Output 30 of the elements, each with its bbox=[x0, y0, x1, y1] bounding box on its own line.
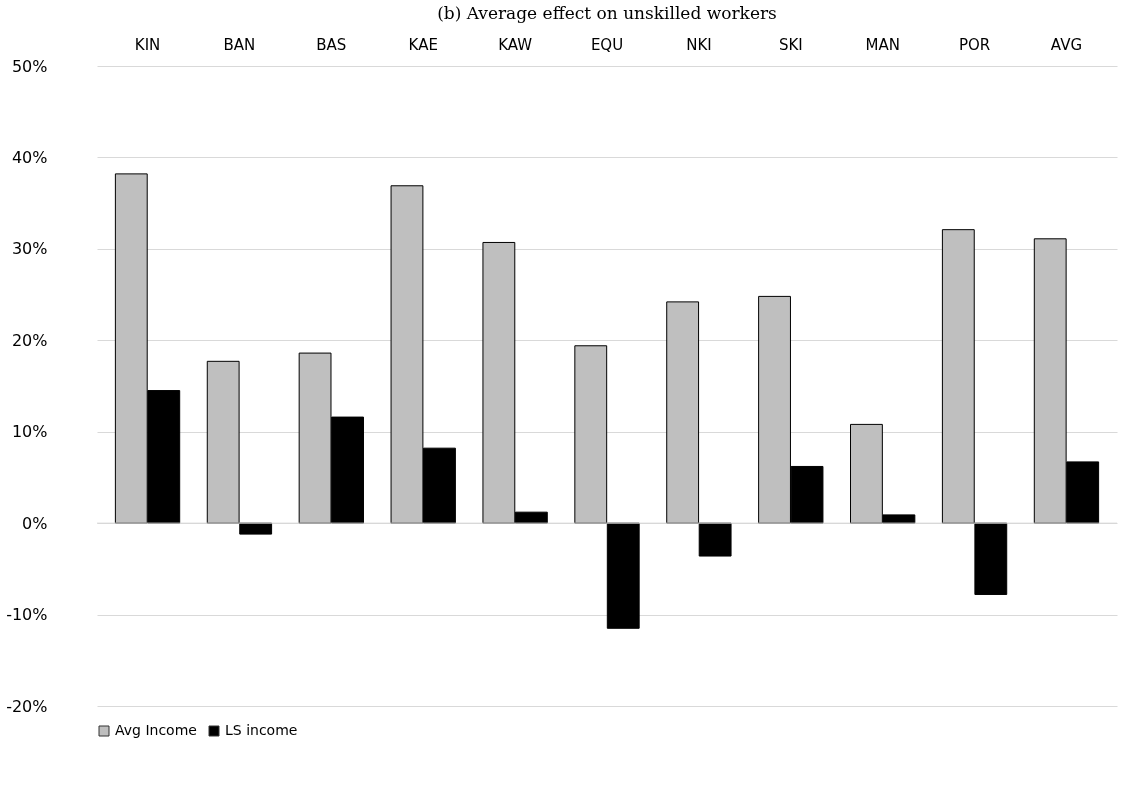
y-tick-label: 50% bbox=[11, 56, 48, 76]
x-tick-label: BAS bbox=[316, 35, 347, 54]
bar bbox=[698, 522, 732, 557]
bar bbox=[974, 522, 1008, 595]
y-tick-label: 0% bbox=[22, 513, 48, 533]
x-tick-label: AVG bbox=[1050, 35, 1083, 54]
y-tick-label: -20% bbox=[6, 696, 48, 716]
chart-title: (b) Average effect on unskilled workers bbox=[437, 3, 777, 23]
y-tick-label: 20% bbox=[11, 330, 48, 350]
bar bbox=[606, 522, 640, 629]
bar bbox=[206, 360, 240, 524]
x-tick-label: KAW bbox=[498, 35, 533, 54]
x-tick-label: SKI bbox=[778, 35, 803, 54]
bar bbox=[574, 345, 608, 524]
x-tick-label: KIN bbox=[134, 35, 161, 54]
legend-label: LS income bbox=[225, 722, 298, 738]
x-tick-label: POR bbox=[958, 35, 991, 54]
x-tick-label: BAN bbox=[223, 35, 256, 54]
x-tick-label: MAN bbox=[865, 35, 900, 54]
y-tick-label: 40% bbox=[11, 147, 48, 167]
bar bbox=[239, 522, 273, 535]
legend-label: Avg Income bbox=[115, 722, 197, 738]
y-tick-label: -10% bbox=[6, 605, 48, 625]
x-tick-label: KAE bbox=[408, 35, 438, 54]
x-tick-label: NKI bbox=[686, 35, 712, 54]
bar bbox=[666, 301, 700, 524]
y-tick-label: 10% bbox=[11, 422, 48, 442]
y-tick-label: 30% bbox=[11, 239, 48, 259]
bar bbox=[941, 229, 975, 524]
x-tick-label: EQU bbox=[590, 35, 624, 54]
